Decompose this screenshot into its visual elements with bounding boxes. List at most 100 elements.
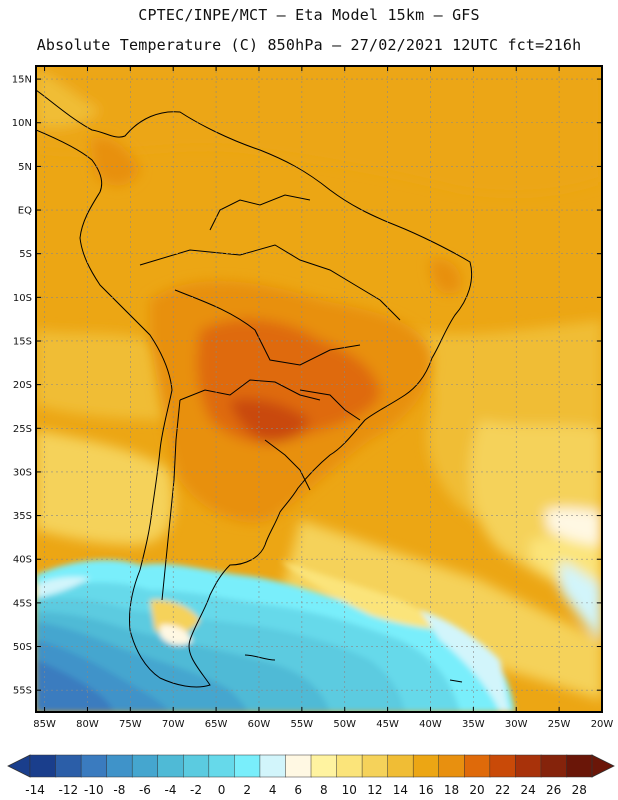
lat-tick-label: 25S (13, 424, 32, 435)
colorbar-segment (515, 754, 542, 778)
lat-tick-label: 5N (18, 162, 32, 173)
border-line (161, 399, 181, 601)
colorbar-segment (387, 754, 414, 778)
latitude-axis: 15N 10N 5N EQ 5S 10S 15S 20S 25S 30S 35S 40S 45S 50S 5… (12, 75, 32, 697)
lon-tick-label: 25W (548, 719, 571, 730)
lat-tick-label: 5S (19, 249, 32, 260)
lat-tick-label: 15N (12, 75, 32, 86)
colorbar-tick-label: -14 (25, 783, 45, 797)
lon-tick-label: 60W (248, 719, 271, 730)
colorbar-tick-label: 2 (243, 783, 251, 797)
colorbar-labels: -14 -12 -10 -8 -6 -4 -2 0 2 4 6 8 10 12 14 16 18 20 22 24 26… (25, 783, 587, 797)
lat-tick-label: 10N (12, 118, 32, 129)
lon-tick-label: 55W (291, 719, 314, 730)
colorbar-tick-label: 18 (444, 783, 459, 797)
colorbar-tick-label: 22 (495, 783, 510, 797)
lat-tick-label: 45S (13, 598, 32, 609)
lon-tick-label: 80W (76, 719, 99, 730)
lon-tick-label: 70W (162, 719, 185, 730)
colorbar-segment (208, 754, 236, 778)
field-m10-m8 (36, 660, 114, 712)
colorbar-segment (361, 754, 389, 778)
field-14-16-west (36, 330, 180, 420)
colorbar-tick-label: 24 (520, 783, 535, 797)
colorbar-segment (55, 754, 82, 778)
colorbar-under-arrow (7, 754, 31, 778)
lon-tick-label: 45W (376, 719, 399, 730)
lat-tick-label: 20S (13, 380, 32, 391)
map-title-line1: CPTEC/INPE/MCT – Eta Model 15km – GFS (138, 6, 480, 24)
colorbar-segment (29, 754, 57, 778)
colorbar-tick-label: 4 (269, 783, 277, 797)
colorbar-tick-label: 16 (418, 783, 433, 797)
colorbar-segment (412, 754, 440, 778)
lon-tick-label: 75W (119, 719, 142, 730)
lat-tick-label: 30S (13, 467, 32, 478)
south-america-coast (36, 89, 473, 688)
colorbar-segment (285, 754, 312, 778)
lon-tick-label: 50W (333, 719, 356, 730)
colorbar-segment (106, 754, 133, 778)
colorbar-segment (464, 754, 491, 778)
lon-tick-label: 40W (419, 719, 442, 730)
colorbar-tick-label: 8 (320, 783, 328, 797)
border-line (299, 389, 361, 421)
lon-tick-label: 65W (205, 719, 228, 730)
colorbar (7, 754, 615, 778)
lon-tick-label: 20W (591, 719, 614, 730)
colorbar-segment (566, 754, 593, 778)
lon-tick-label: 85W (33, 719, 56, 730)
colorbar-tick-label: 12 (367, 783, 382, 797)
coastline (36, 89, 473, 688)
border-line (179, 379, 321, 401)
lat-tick-label: 10S (13, 293, 32, 304)
lon-tick-label: 30W (505, 719, 528, 730)
lat-tick-label: 40S (13, 555, 32, 566)
colorbar-segment (157, 754, 185, 778)
longitude-axis: 85W 80W 75W 70W 65W 60W 55W 50W 45W 40W 35W 30W 25W 2… (33, 719, 613, 730)
colorbar-tick-label: -2 (190, 783, 202, 797)
colorbar-segment (131, 754, 159, 778)
lon-tick-label: 35W (462, 719, 485, 730)
colorbar-tick-label: -10 (84, 783, 104, 797)
border-line (174, 289, 361, 366)
map-frame (35, 65, 603, 713)
colorbar-tick-label: -4 (165, 783, 177, 797)
colorbar-tick-label: 20 (469, 783, 484, 797)
colorbar-tick-label: -12 (59, 783, 79, 797)
colorbar-tick-label: -6 (139, 783, 151, 797)
colorbar-segment (183, 754, 210, 778)
colorbar-segment (489, 754, 517, 778)
colorbar-tick-label: 6 (294, 783, 302, 797)
border-line (209, 194, 311, 231)
map-title-line2: Absolute Temperature (C) 850hPa – 27/02/… (36, 36, 582, 54)
colorbar-segment (336, 754, 363, 778)
colorbar-over-arrow (591, 754, 615, 778)
border-line (264, 439, 311, 491)
colorbar-segment (80, 754, 108, 778)
graticule (36, 66, 602, 712)
field-12-14-pacific (36, 430, 174, 545)
falkland-islands (244, 654, 276, 661)
colorbar-tick-label: 28 (572, 783, 587, 797)
colorbar-tick-label: -8 (113, 783, 125, 797)
colorbar-segment (438, 754, 466, 778)
colorbar-tick-label: 14 (393, 783, 408, 797)
colorbar-tick-label: 0 (218, 783, 226, 797)
lat-tick-label: 55S (13, 686, 32, 697)
colorbar-tick-label: 26 (546, 783, 561, 797)
lat-tick-label: 35S (13, 511, 32, 522)
colorbar-segment (259, 754, 287, 778)
lat-tick-label: 15S (13, 336, 32, 347)
south-georgia (449, 679, 463, 683)
colorbar-segment (234, 754, 261, 778)
colorbar-segment (310, 754, 338, 778)
colorbar-segment (540, 754, 568, 778)
temperature-field (36, 66, 602, 712)
lat-tick-label: EQ (18, 206, 32, 217)
colorbar-tick-label: 10 (342, 783, 357, 797)
border-line (139, 244, 401, 321)
lat-tick-label: 50S (13, 642, 32, 653)
field-22-24 (230, 398, 310, 442)
